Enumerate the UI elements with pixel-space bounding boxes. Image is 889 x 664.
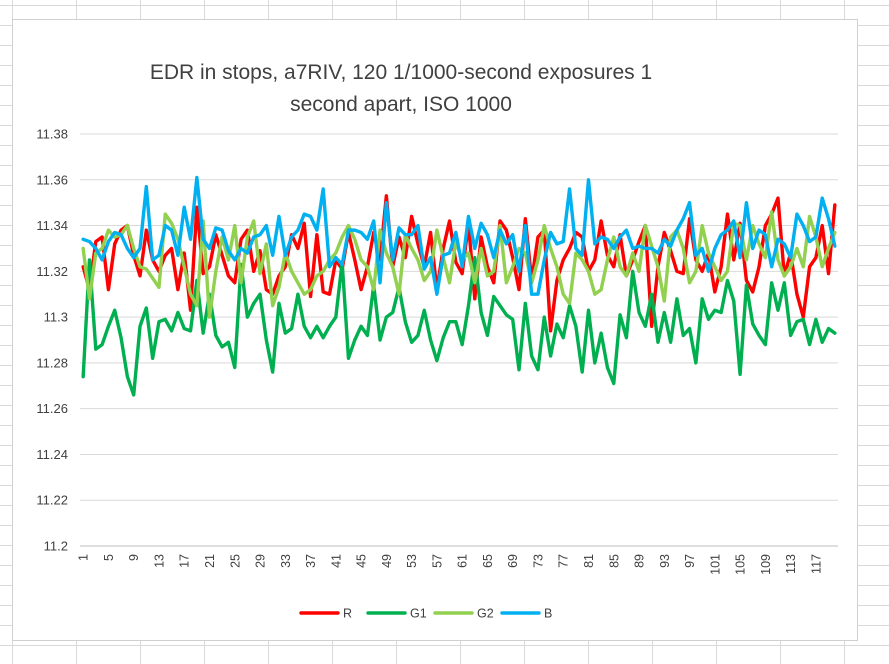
y-tick-label: 11.36	[36, 172, 68, 187]
x-tick-label: 81	[582, 554, 596, 568]
x-tick-label: 33	[279, 554, 293, 568]
x-tick-label: 41	[329, 554, 343, 568]
legend-label-g1: G1	[410, 607, 427, 621]
x-tick-label: 85	[607, 554, 621, 568]
x-tick-label: 117	[809, 554, 823, 574]
series-lines	[81, 175, 837, 397]
y-tick-label: 11.32	[36, 264, 68, 279]
x-tick-label: 61	[456, 554, 470, 568]
y-tick-label: 11.28	[36, 355, 68, 370]
x-tick-label: 9	[127, 554, 141, 561]
x-tick-label: 69	[506, 554, 520, 568]
x-tick-label: 1	[77, 554, 91, 561]
series-line-b	[81, 175, 837, 296]
x-tick-label: 17	[178, 554, 192, 568]
x-tick-label: 93	[658, 554, 672, 568]
x-tick-label: 13	[152, 554, 166, 568]
y-tick-label: 11.24	[36, 447, 68, 462]
line-chart: EDR in stops, a7RIV, 120 1/1000-second e…	[36, 61, 838, 621]
y-tick-label: 11.26	[36, 401, 68, 416]
x-tick-label: 65	[481, 554, 495, 568]
x-tick-label: 105	[734, 554, 748, 575]
x-tick-label: 113	[784, 554, 798, 574]
chart-title-line-1: EDR in stops, a7RIV, 120 1/1000-second e…	[150, 61, 652, 84]
x-axis: 1 5 9 13 17 21 25 29 33 37 41 45 49 53 57 61 65 69 73 77 81 8…	[77, 554, 824, 575]
legend: R G1 G2 B	[299, 607, 552, 621]
x-tick-label: 97	[683, 554, 697, 568]
y-tick-label: 11.38	[36, 127, 68, 142]
legend-label-r: R	[343, 607, 352, 621]
y-tick-label: 11.34	[36, 218, 68, 233]
x-tick-label: 109	[759, 554, 773, 575]
x-tick-label: 73	[531, 554, 545, 568]
x-tick-label: 29	[254, 554, 268, 568]
legend-label-g2: G2	[477, 607, 494, 621]
x-tick-label: 37	[304, 554, 318, 568]
x-tick-label: 45	[355, 554, 369, 568]
x-tick-label: 21	[203, 554, 217, 568]
x-tick-label: 53	[405, 554, 419, 568]
x-tick-label: 25	[228, 554, 242, 568]
y-tick-label: 11.3	[44, 310, 68, 325]
x-tick-label: 77	[557, 554, 571, 568]
x-tick-label: 101	[708, 554, 722, 575]
chart-area[interactable]: EDR in stops, a7RIV, 120 1/1000-second e…	[12, 19, 858, 641]
x-tick-label: 57	[430, 554, 444, 568]
x-tick-label: 5	[102, 554, 116, 561]
chart-title-line-2: second apart, ISO 1000	[290, 93, 512, 116]
legend-label-b: B	[544, 607, 552, 621]
y-tick-label: 11.2	[44, 539, 68, 554]
y-axis: 11.38 11.36 11.34 11.32 11.3 11.28 11.26 11.24 1…	[36, 127, 68, 554]
x-tick-label: 89	[633, 554, 647, 568]
y-tick-label: 11.22	[36, 493, 68, 508]
series-line-r	[81, 194, 837, 333]
x-tick-label: 49	[380, 554, 394, 568]
